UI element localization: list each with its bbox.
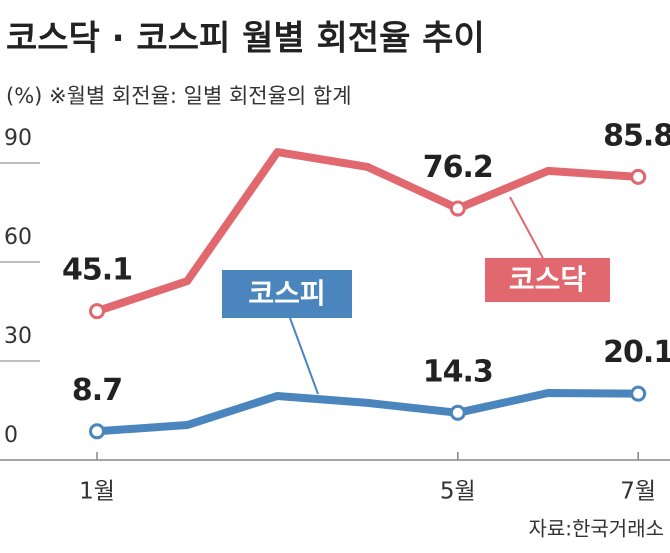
leader-line: [509, 196, 546, 263]
point: [630, 168, 647, 185]
point: [449, 200, 466, 217]
data-label: 20.1: [603, 335, 670, 370]
point: [89, 303, 105, 320]
data-label: 76.2: [423, 150, 493, 185]
data-label: 14.3: [423, 354, 493, 389]
point: [89, 423, 105, 440]
point: [630, 385, 647, 402]
legend-box: [485, 258, 610, 302]
x-tick-label: 5월: [440, 479, 476, 505]
x-tick-label: 7월: [620, 479, 656, 505]
legend-box: [222, 270, 352, 318]
data-label: 85.8: [603, 118, 670, 153]
legend-label: 코스피: [248, 277, 325, 310]
point: [449, 404, 466, 421]
data-label: 8.7: [72, 373, 122, 408]
line: [95, 148, 639, 315]
chart-title: 코스닥 · 코스피 월별 회전율 추이: [6, 19, 485, 59]
data-label: 45.1: [62, 253, 132, 288]
x-tick-label: 1월: [79, 479, 115, 505]
chart-subtitle: (%) ※월별 회전율: 일별 회전율의 합계: [6, 84, 352, 108]
y-tick-label: 60: [4, 225, 32, 250]
y-tick-label: 90: [4, 126, 32, 151]
y-tick-label: 0: [4, 423, 18, 448]
leader-line: [289, 317, 319, 395]
line: [96, 389, 639, 436]
legend-label: 코스닥: [509, 263, 587, 296]
source: 자료:한국거래소: [528, 517, 664, 541]
y-tick-label: 30: [4, 324, 32, 349]
